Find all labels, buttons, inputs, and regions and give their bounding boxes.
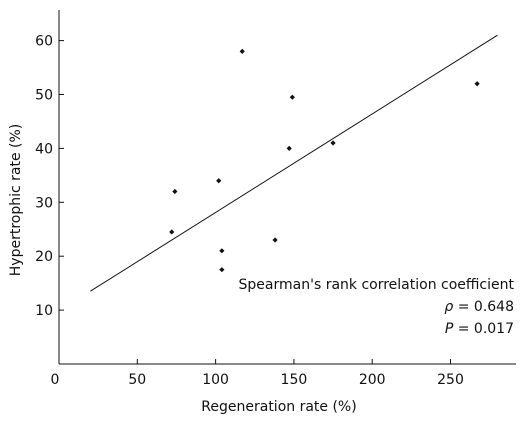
- x-tick-label: 250: [437, 372, 464, 388]
- annotation-rho: ρ = 0.648: [444, 299, 514, 315]
- x-tick-label: 100: [202, 372, 229, 388]
- y-tick-label: 30: [35, 195, 53, 211]
- x-axis-title: Regeneration rate (%): [201, 399, 356, 415]
- trend-line: [90, 34, 498, 292]
- y-ticks: 10 20 30 40 50 60: [35, 34, 64, 319]
- data-point: [219, 267, 225, 273]
- x-tick-label: 50: [128, 372, 146, 388]
- y-tick-label: 50: [35, 88, 53, 104]
- x-tick-label: 150: [281, 372, 308, 388]
- data-point: [172, 188, 178, 195]
- y-axis-title: Hypertrophic rate (%): [8, 124, 24, 276]
- p-value: = 0.017: [458, 321, 514, 337]
- y-tick-label: 40: [35, 141, 53, 157]
- data-point: [216, 178, 222, 184]
- data-point: [289, 94, 295, 100]
- annotation-p: P = 0.017: [445, 321, 514, 337]
- data-point: [286, 145, 292, 151]
- rho-value: = 0.648: [458, 299, 514, 315]
- rho-symbol: ρ: [444, 299, 453, 315]
- data-point: [474, 81, 480, 87]
- data-point: [239, 48, 245, 54]
- data-points: [169, 48, 480, 273]
- data-point: [219, 248, 225, 254]
- y-tick-label: 10: [35, 303, 53, 319]
- y-tick-label: 20: [35, 249, 53, 265]
- data-point: [330, 140, 336, 146]
- p-symbol: P: [445, 321, 454, 337]
- x-tick-label: 0: [51, 372, 60, 388]
- x-tick-label: 200: [359, 372, 386, 388]
- annotation-title: Spearman's rank correlation coefficient: [239, 277, 515, 293]
- y-tick-label: 60: [35, 34, 53, 50]
- x-ticks: 0 50 100 150 200 250: [51, 359, 464, 388]
- data-point: [169, 229, 175, 235]
- data-point: [272, 237, 278, 243]
